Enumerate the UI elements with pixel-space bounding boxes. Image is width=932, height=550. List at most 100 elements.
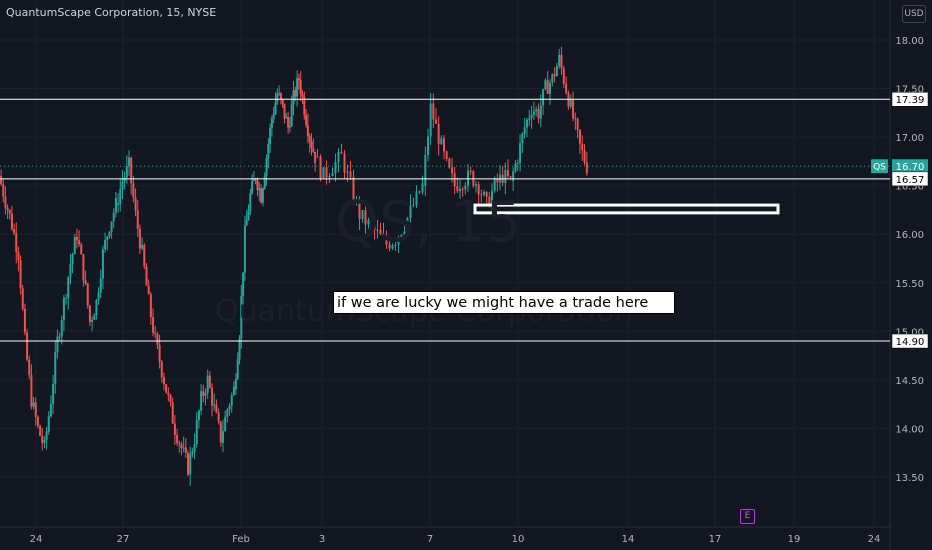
x-tick-label: 24 xyxy=(30,534,43,545)
candle-body xyxy=(516,162,519,164)
candle-body xyxy=(132,183,135,198)
candle-body xyxy=(328,176,331,178)
symbol-tag-label: QS xyxy=(873,163,886,173)
candle-body xyxy=(204,392,207,396)
candle-body xyxy=(193,444,196,452)
candle-body xyxy=(30,375,33,407)
candle-body xyxy=(528,118,531,120)
candle-body xyxy=(265,158,268,177)
candle-body xyxy=(104,240,107,250)
candle-body xyxy=(493,178,496,191)
candle-body xyxy=(187,453,190,475)
candle-body xyxy=(180,444,183,449)
candle-body xyxy=(80,244,83,255)
candle-body xyxy=(355,199,358,202)
candle-body xyxy=(409,205,412,218)
annotation-note[interactable]: if we are lucky we might have a trade he… xyxy=(333,291,675,314)
price-label-box xyxy=(891,91,929,107)
candle-body xyxy=(322,167,325,178)
candle-body xyxy=(299,80,302,95)
candle-body xyxy=(47,416,50,432)
candle-body xyxy=(435,119,437,124)
candle-body xyxy=(4,196,7,208)
candle-body xyxy=(406,217,409,232)
candle-body xyxy=(558,54,561,67)
candle-body xyxy=(242,272,245,296)
candle-body xyxy=(385,235,388,245)
candle-body xyxy=(316,156,319,158)
candle-body xyxy=(240,295,243,339)
candle-body xyxy=(182,447,185,449)
candle-body xyxy=(254,179,257,181)
symbol-tag xyxy=(871,159,888,174)
candle-body xyxy=(184,447,187,454)
candle-body xyxy=(269,127,272,145)
candle-body xyxy=(569,99,572,107)
candle-body xyxy=(574,118,577,120)
candle-body xyxy=(261,188,264,203)
candle-body xyxy=(496,178,499,183)
candle-body xyxy=(62,298,65,321)
candle-body xyxy=(507,170,509,177)
candle-body xyxy=(488,196,491,207)
candle-body xyxy=(572,99,575,119)
candle-body xyxy=(560,54,563,69)
candle-body xyxy=(156,333,159,345)
candle-body xyxy=(491,190,493,207)
candle-body xyxy=(249,193,252,212)
candle-body xyxy=(178,443,181,445)
candle-body xyxy=(245,220,248,226)
candle-body xyxy=(167,392,170,396)
candle-body xyxy=(325,167,328,178)
candle-body xyxy=(331,173,334,177)
candle-body xyxy=(308,136,311,142)
candle-body xyxy=(292,90,295,105)
candle-body xyxy=(537,109,540,119)
candle-body xyxy=(176,434,179,444)
candle-body xyxy=(101,249,104,279)
candle-body xyxy=(301,94,304,97)
candle-body xyxy=(403,231,406,236)
candle-body xyxy=(521,133,524,144)
candle-body xyxy=(162,377,165,385)
chart-title[interactable]: QuantumScape Corporation, 15, NYSE xyxy=(6,6,217,19)
candle-body xyxy=(514,163,517,172)
candle-body xyxy=(453,173,456,187)
price-label: 16.70 xyxy=(896,162,925,173)
candle-body xyxy=(555,66,558,77)
candle-body xyxy=(200,391,203,411)
candle-body xyxy=(208,375,211,388)
candle-body xyxy=(60,320,63,337)
candle-body xyxy=(391,245,394,249)
candle-body xyxy=(583,150,586,163)
candle-body xyxy=(10,213,13,230)
earnings-marker[interactable]: E xyxy=(740,509,755,524)
candle-body xyxy=(243,225,246,273)
candle-body xyxy=(581,143,584,151)
candle-body xyxy=(477,184,480,195)
candle-body xyxy=(397,237,400,245)
candle-body xyxy=(217,412,220,422)
candle-body xyxy=(2,184,5,197)
y-tick-label: 15.50 xyxy=(895,279,924,290)
candle-body xyxy=(130,157,133,184)
candle-body xyxy=(169,395,172,403)
candle-body xyxy=(427,136,429,155)
y-tick-label: 16.00 xyxy=(895,230,924,241)
candle-body xyxy=(191,451,194,454)
candle-body xyxy=(88,305,91,322)
candle-body xyxy=(364,210,367,225)
candle-body xyxy=(13,229,16,234)
candle-body xyxy=(373,224,376,230)
candle-body xyxy=(415,191,418,206)
price-label-box xyxy=(891,171,929,187)
candle-body xyxy=(147,285,150,295)
currency-button[interactable]: USD xyxy=(902,5,926,23)
candle-body xyxy=(138,228,141,249)
candle-body xyxy=(376,229,379,231)
candle-body xyxy=(49,403,52,417)
candle-body xyxy=(112,212,115,222)
candle-body xyxy=(82,254,85,281)
candle-body xyxy=(287,116,290,128)
